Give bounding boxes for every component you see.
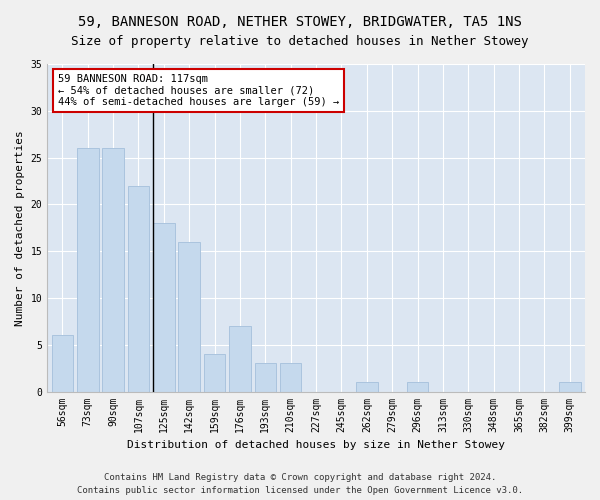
Bar xyxy=(128,186,149,392)
Text: 59 BANNESON ROAD: 117sqm
← 54% of detached houses are smaller (72)
44% of semi-d: 59 BANNESON ROAD: 117sqm ← 54% of detach… xyxy=(58,74,339,107)
Bar xyxy=(356,382,377,392)
Text: Contains HM Land Registry data © Crown copyright and database right 2024.
Contai: Contains HM Land Registry data © Crown c… xyxy=(77,474,523,495)
Text: Size of property relative to detached houses in Nether Stowey: Size of property relative to detached ho… xyxy=(71,35,529,48)
Bar xyxy=(254,364,276,392)
Y-axis label: Number of detached properties: Number of detached properties xyxy=(15,130,25,326)
Bar xyxy=(178,242,200,392)
Bar xyxy=(52,336,73,392)
Bar xyxy=(204,354,226,392)
Text: 59, BANNESON ROAD, NETHER STOWEY, BRIDGWATER, TA5 1NS: 59, BANNESON ROAD, NETHER STOWEY, BRIDGW… xyxy=(78,15,522,29)
Bar xyxy=(559,382,581,392)
X-axis label: Distribution of detached houses by size in Nether Stowey: Distribution of detached houses by size … xyxy=(127,440,505,450)
Bar xyxy=(153,223,175,392)
Bar xyxy=(280,364,301,392)
Bar xyxy=(103,148,124,392)
Bar xyxy=(407,382,428,392)
Bar xyxy=(229,326,251,392)
Bar xyxy=(77,148,98,392)
